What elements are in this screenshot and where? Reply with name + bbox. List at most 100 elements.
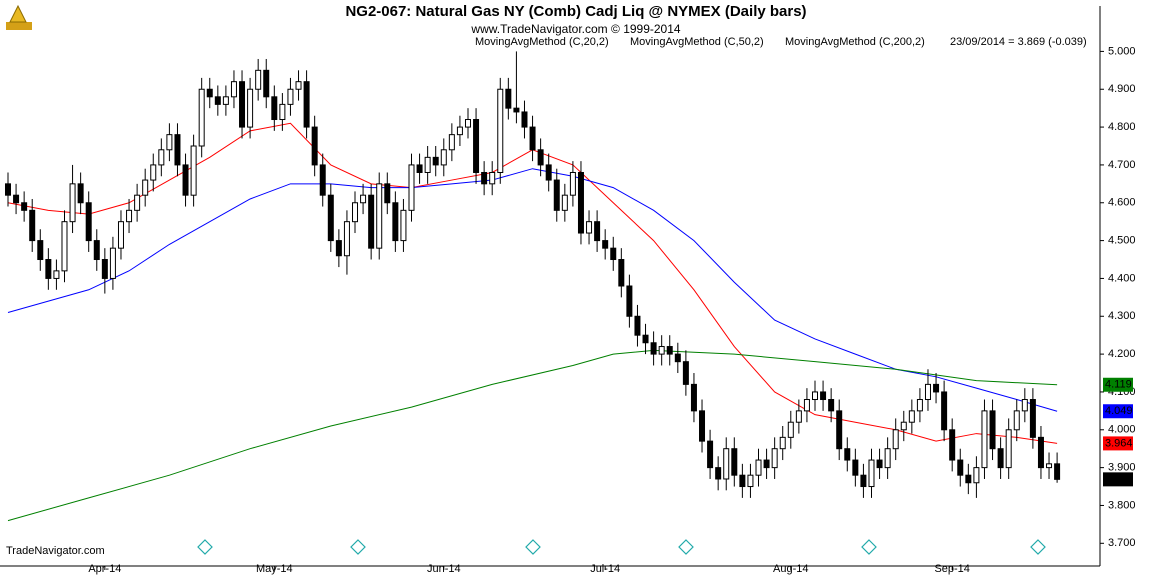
candle-body [561,194,568,211]
candle-body [618,259,625,287]
candle-body [626,285,633,317]
candle-body [77,183,84,204]
candle-body [85,202,92,242]
candle-body [682,361,689,385]
candle-body [674,353,681,363]
candle-body [1005,429,1012,469]
candle-body [489,171,496,185]
y-tick-label: 4.200 [1108,348,1136,360]
candle-body [892,429,899,450]
candle-body [182,164,189,196]
candle-body [787,421,794,438]
candle-body [271,96,278,121]
candle-body [941,391,948,431]
footer: TradeNavigator.com [6,545,105,557]
candle-body [715,467,722,480]
last-value-box [1103,436,1133,451]
candle-body [295,81,302,90]
x-tick-label: Jul-14 [590,563,620,575]
candle-body [222,96,229,105]
candle-body [803,399,810,412]
candle-body [150,164,157,181]
y-tick-label: 3.800 [1108,499,1136,511]
candle-body [360,194,367,204]
candle-body [400,209,407,242]
candle-body [61,221,68,272]
x-tick-label: Apr-14 [88,563,121,575]
candle-body [763,459,770,469]
y-tick-label: 4.400 [1108,272,1136,284]
candle-body [408,164,415,211]
candle-body [747,474,754,488]
candle-body [610,247,617,261]
candle-body [868,459,875,488]
candle-body [368,194,375,249]
candle-body [1013,410,1020,431]
candle-body [723,448,730,480]
candle-body [505,88,512,109]
y-tick-label: 4.700 [1108,159,1136,171]
x-tick-label: Sep-14 [934,563,969,575]
candle-body [933,383,940,393]
candle-body [755,459,762,476]
legend-entry: MovingAvgMethod (C,20,2) [475,36,609,48]
candle-body [230,81,237,98]
candle-body [247,88,254,128]
candle-body [602,240,609,249]
candle-body [497,88,504,173]
legend-entry: MovingAvgMethod (C,50,2) [630,36,764,48]
y-tick-label: 5.000 [1108,45,1136,57]
moving-average-line [7,168,1058,412]
candle-body [352,202,359,223]
y-tick-label: 4.000 [1108,424,1136,436]
candle-body [29,209,36,242]
candle-body [440,149,447,166]
candle-body [45,259,52,279]
candle-body [464,119,471,128]
candle-body [553,179,560,211]
candle-body [876,459,883,469]
candle-body [973,467,980,484]
candle-body [795,410,802,423]
event-markers [197,539,1046,555]
candle-body [828,399,835,412]
logo [6,4,32,30]
last-value-label: 4.049 [1105,405,1133,417]
candle-body [650,342,657,355]
candle-body [481,171,488,185]
x-tick-label: May-14 [256,563,293,575]
candle-body [900,421,907,431]
candle-body [335,240,342,257]
candle-body [997,448,1004,469]
candle-body [836,410,843,450]
candle-body [101,259,108,279]
last-value-label: 3.964 [1105,437,1133,449]
candle-body [513,107,520,113]
y-tick-label: 4.900 [1108,83,1136,95]
candle-body [981,410,988,469]
candle-body [731,448,738,476]
candle-body [109,247,116,279]
y-tick-label: 4.600 [1108,197,1136,209]
candle-body [739,474,746,488]
candle-body [860,474,867,488]
candle-body [287,88,294,105]
candle-body [158,149,165,166]
candle-body [844,448,851,461]
candle-body [771,448,778,469]
legend-entry: MovingAvgMethod (C,200,2) [785,36,925,48]
x-tick-label: Jun-14 [427,563,461,575]
x-tick-label: Aug-14 [773,563,808,575]
candle-body [949,429,956,461]
candle-body [174,134,181,166]
candle-body [392,202,399,242]
y-tick-label: 4.800 [1108,121,1136,133]
candle-body [820,391,827,401]
candle-body [13,194,20,204]
candle-body [594,221,601,242]
candle-body [957,459,964,476]
candle-body [416,164,423,173]
candle-body [1029,399,1036,438]
last-value-box [1103,404,1133,419]
